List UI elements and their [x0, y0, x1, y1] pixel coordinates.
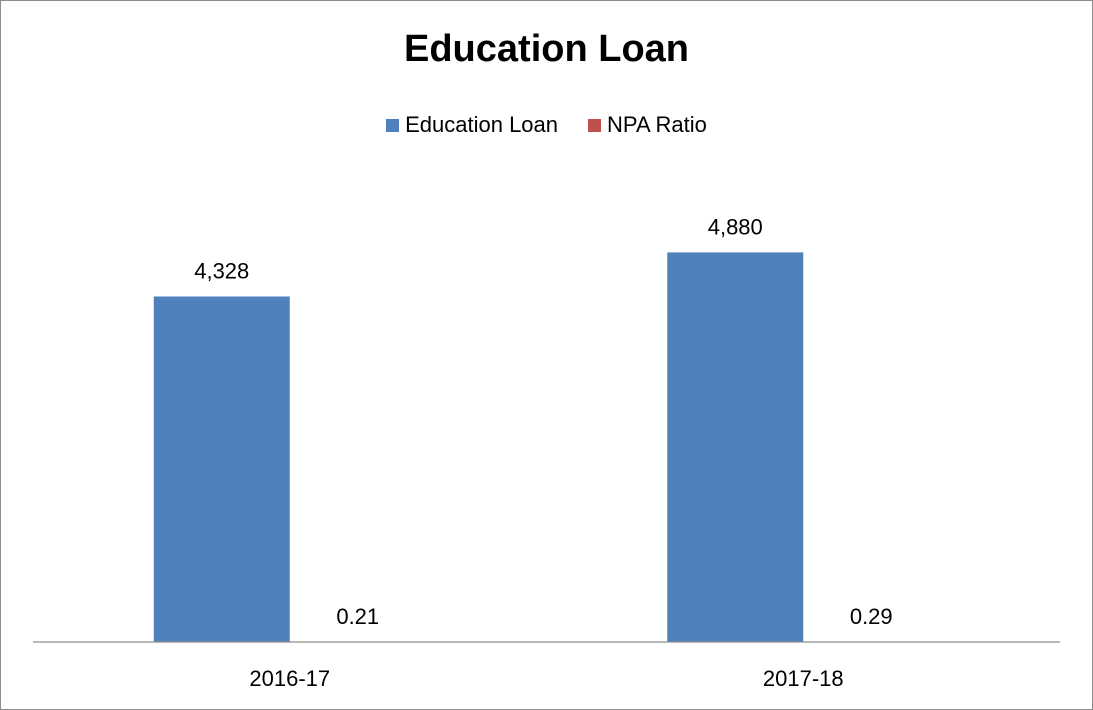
data-label: 0.21: [336, 604, 379, 629]
legend-label-education-loan: Education Loan: [405, 112, 559, 137]
legend-item-education-loan: Education Loan: [386, 112, 558, 138]
data-label: 0.29: [850, 604, 893, 629]
legend-swatch-education-loan: [386, 118, 400, 132]
chart-title: Education Loan: [404, 28, 689, 70]
legend-swatch-npa-ratio: [588, 118, 602, 132]
legend-item-npa-ratio: NPA Ratio: [588, 112, 707, 138]
x-tick-label: 2017-18: [763, 666, 844, 691]
bar: [153, 296, 290, 642]
data-label: 4,880: [708, 214, 763, 239]
data-label: 4,328: [194, 258, 249, 283]
x-tick-label: 2016-17: [249, 666, 330, 691]
legend-label-npa-ratio: NPA Ratio: [607, 112, 707, 137]
bar: [667, 252, 804, 642]
legend: Education Loan NPA Ratio: [0, 112, 1093, 138]
